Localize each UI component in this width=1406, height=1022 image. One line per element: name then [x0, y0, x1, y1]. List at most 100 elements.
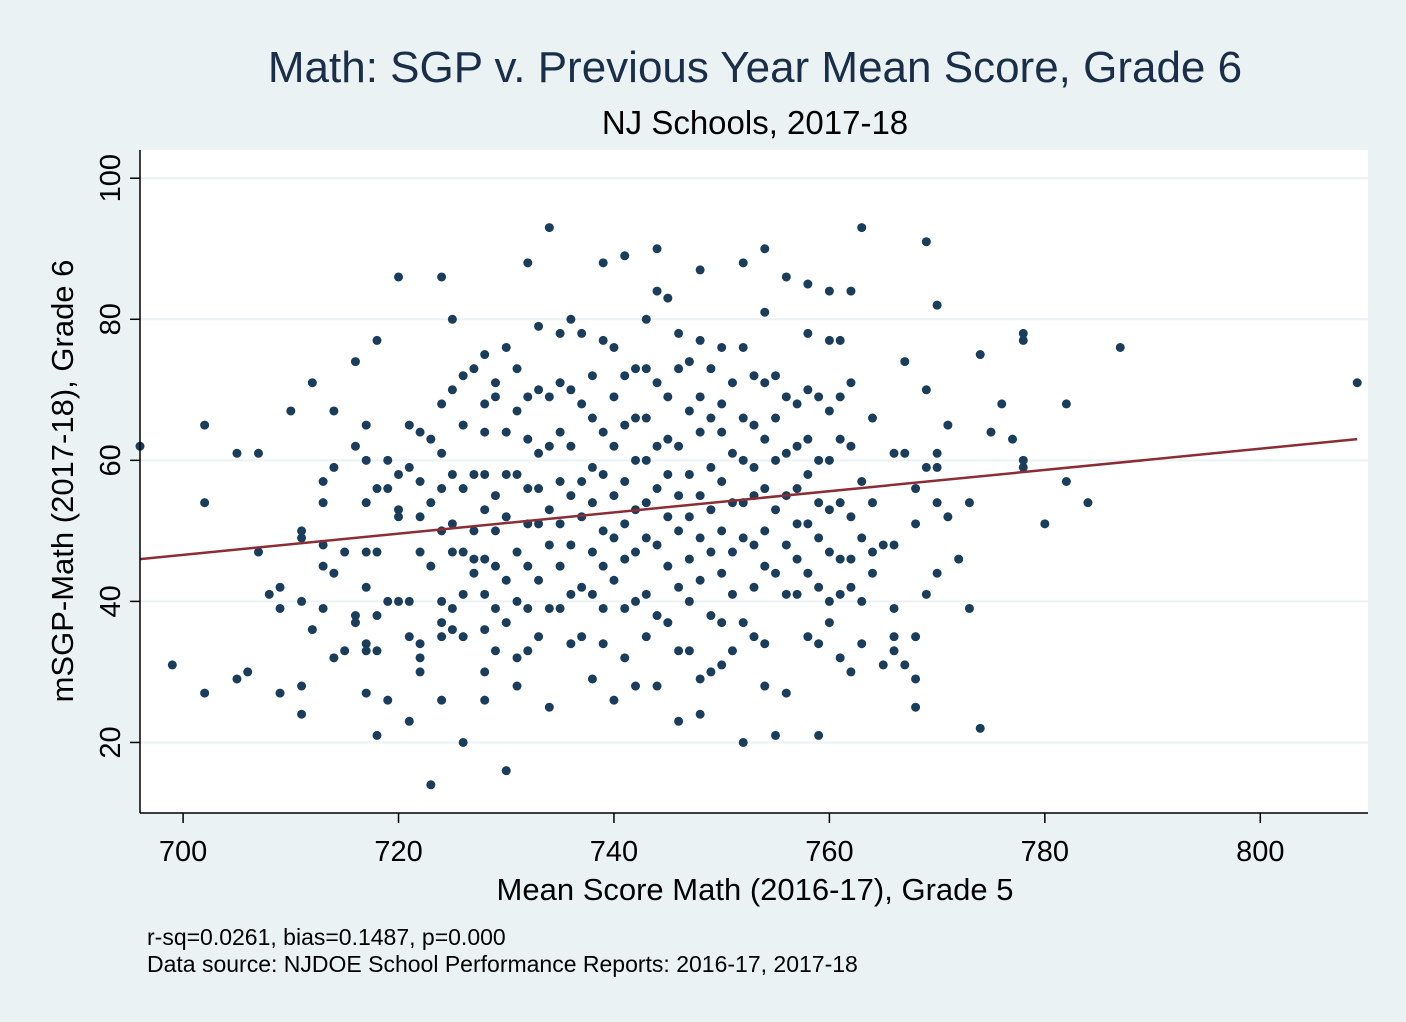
data-point [501, 575, 511, 585]
data-point [512, 364, 522, 374]
data-point [684, 357, 694, 367]
y-axis-title: mSGP-Math (2017-18), Grade 6 [45, 260, 80, 703]
data-point [555, 477, 565, 486]
data-point [458, 371, 468, 381]
x-tick-label: 720 [374, 836, 422, 868]
data-point [932, 568, 942, 578]
data-point [566, 639, 576, 649]
data-point [566, 314, 576, 324]
data-point [555, 519, 565, 529]
data-point [340, 547, 350, 557]
data-point [587, 462, 597, 472]
data-point [803, 385, 813, 395]
data-point [555, 603, 565, 613]
data-point [383, 484, 393, 494]
data-point [555, 561, 565, 571]
data-point [954, 554, 964, 564]
data-point [717, 660, 727, 670]
data-point [824, 455, 834, 465]
data-point [361, 420, 371, 430]
data-point [760, 434, 770, 444]
data-point [253, 448, 263, 458]
data-point [490, 646, 500, 656]
data-point [480, 667, 490, 677]
data-point [372, 335, 382, 345]
data-point [674, 646, 684, 656]
data-point [641, 498, 651, 508]
data-point [512, 406, 522, 416]
data-point [361, 639, 371, 649]
data-point [577, 399, 587, 409]
data-point [275, 688, 285, 698]
data-point [480, 625, 490, 635]
data-point [501, 766, 511, 776]
data-point [404, 596, 414, 606]
data-point [674, 328, 684, 338]
data-point [814, 582, 824, 592]
data-point [771, 455, 781, 465]
data-point [674, 716, 684, 726]
data-point [975, 350, 985, 360]
data-point [426, 498, 436, 508]
data-point [771, 413, 781, 423]
data-point [458, 484, 468, 494]
data-point [835, 653, 845, 663]
data-point [609, 392, 619, 402]
data-point [900, 448, 910, 458]
data-point [523, 392, 533, 402]
data-point [523, 646, 533, 656]
data-point [297, 533, 307, 543]
data-point [706, 462, 716, 472]
data-point [738, 342, 748, 352]
data-point [760, 378, 770, 388]
data-point [275, 582, 285, 592]
data-point [523, 258, 533, 268]
data-point [684, 469, 694, 479]
data-point [350, 357, 360, 367]
data-point [986, 427, 996, 437]
data-point [361, 646, 371, 656]
data-point [695, 491, 705, 501]
data-point [738, 737, 748, 747]
data-point [383, 695, 393, 705]
data-point [921, 462, 931, 472]
data-point [264, 589, 274, 599]
data-point [383, 455, 393, 465]
x-tick-label: 800 [1236, 836, 1284, 868]
data-point [684, 512, 694, 522]
data-point [340, 646, 350, 656]
data-point [415, 547, 425, 557]
data-point [372, 646, 382, 656]
data-point [501, 618, 511, 628]
data-point [480, 505, 490, 515]
x-axis-title: Mean Score Math (2016-17), Grade 5 [497, 872, 1014, 907]
data-point [792, 399, 802, 409]
data-point [771, 505, 781, 515]
x-axis-ticks: 700 720 740 760 780 800 [159, 813, 1284, 868]
data-point [911, 632, 921, 642]
data-point [867, 547, 877, 557]
data-point [641, 364, 651, 374]
data-point [598, 639, 608, 649]
data-point [350, 618, 360, 628]
data-point [911, 519, 921, 529]
data-point [200, 498, 210, 508]
gridlines [140, 177, 1368, 744]
y-axis-ticks: 20 40 60 80 100 [95, 154, 140, 759]
data-point [350, 611, 360, 621]
data-point [544, 392, 554, 402]
y-tick-label: 20 [95, 726, 127, 758]
data-point [609, 695, 619, 705]
data-point [404, 462, 414, 472]
data-point [609, 533, 619, 543]
data-point [609, 491, 619, 501]
data-point [297, 681, 307, 691]
data-point [469, 554, 479, 564]
data-point [889, 646, 899, 656]
data-point [749, 582, 759, 592]
data-point [512, 596, 522, 606]
data-point [318, 603, 328, 613]
data-point [803, 519, 813, 529]
data-point [846, 512, 856, 522]
data-point [415, 653, 425, 663]
